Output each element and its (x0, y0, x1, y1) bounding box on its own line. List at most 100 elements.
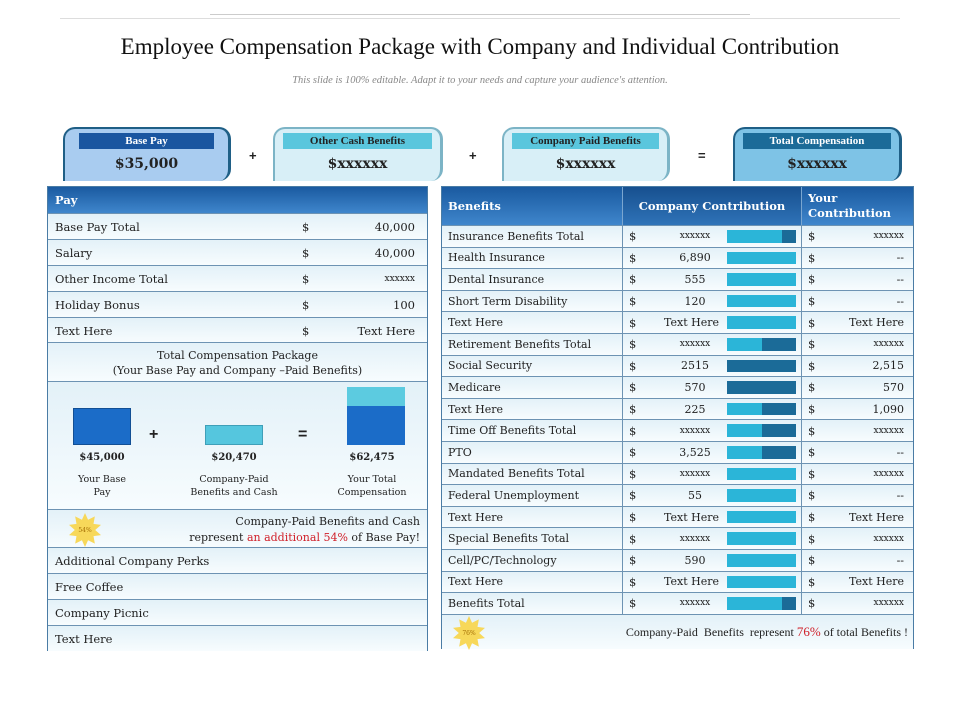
benefits-header: Benefits Company Contribution Your Contr… (442, 187, 913, 225)
benefit-row: Health Insurance $ 6,890 $ -- (442, 246, 913, 269)
company-share-fill (727, 510, 796, 524)
company-share-fill (727, 467, 796, 481)
summary-label: Company Paid Benefits (512, 133, 659, 149)
currency-symbol: $ (622, 571, 801, 593)
your-contribution-value: -- (896, 251, 904, 265)
currency-symbol: $ (302, 271, 310, 286)
currency-symbol: $ (302, 219, 310, 234)
pay-row-value: 100 (393, 297, 415, 312)
your-contribution-value: xxxxxx (873, 533, 904, 544)
currency-symbol: $ (801, 269, 815, 290)
company-contribution-value: Text Here (664, 575, 719, 589)
your-contribution-value: xxxxxx (873, 339, 904, 350)
starburst-badge-icon: 76% (453, 616, 485, 650)
benefit-label: PTO (448, 445, 472, 459)
your-contribution-value: xxxxxx (873, 231, 904, 242)
currency-symbol: $ (801, 312, 815, 333)
pay-row-label: Other Income Total (55, 271, 168, 286)
benefit-row: Federal Unemployment $ 55 $ -- (442, 484, 913, 506)
pay-table: Pay Base Pay Total $ 40,000 Salary $ 40,… (47, 186, 428, 651)
company-contribution-value: 55 (688, 488, 702, 502)
plus-sign: + (249, 148, 257, 163)
benefit-row: Medicare $ 570 $ 570 (442, 376, 913, 398)
total-caption: Your Total Compensation (337, 474, 407, 498)
currency-symbol: $ (801, 442, 815, 463)
pay-row-label: Salary (55, 245, 93, 260)
plus-sign: + (469, 148, 477, 163)
benefit-row: PTO $ 3,525 $ -- (442, 441, 913, 463)
pay-row: Holiday Bonus $ 100 (48, 291, 427, 317)
contribution-bar (727, 532, 796, 545)
company-share-fill (727, 294, 796, 308)
benefit-row: Mandated Benefits Total $ xxxxxx $ xxxxx… (442, 462, 913, 485)
benefit-label: Social Security (448, 359, 533, 373)
currency-symbol: $ (801, 506, 815, 528)
pay-row-value: 40,000 (374, 219, 415, 234)
base-caption: Your Base Pay (78, 474, 126, 498)
summary-label: Total Compensation (743, 133, 891, 149)
currency-symbol: $ (801, 334, 815, 355)
company-share-fill (727, 489, 796, 502)
currency-symbol: $ (302, 297, 310, 312)
contribution-bar (727, 597, 796, 610)
your-contribution-value: -- (896, 553, 904, 567)
company-share-fill (727, 338, 762, 351)
currency-symbol: $ (801, 571, 815, 593)
perk-label: Company Picnic (55, 605, 149, 620)
your-contribution-value: 1,090 (872, 402, 905, 416)
company-contribution-value: xxxxxx (679, 533, 711, 544)
company-share-fill (727, 446, 762, 459)
your-contribution-value: xxxxxx (873, 425, 904, 436)
currency-symbol: $ (622, 506, 801, 528)
benefit-label: Medicare (448, 380, 501, 394)
benefits-note-row: 76% Company-Paid Benefits represent 76% … (442, 614, 913, 650)
pay-header-label: Pay (55, 193, 78, 207)
benefit-label: Dental Insurance (448, 272, 545, 286)
benefit-row: Text Here $ Text Here $ Text Here (442, 311, 913, 333)
currency-symbol: $ (622, 312, 801, 333)
base-amount: $45,000 (79, 452, 125, 463)
your-contribution-value: 570 (883, 380, 904, 394)
currency-symbol: $ (622, 442, 801, 463)
your-contribution-value: 2,515 (872, 359, 905, 373)
total-company-portion (347, 387, 405, 406)
pay-row-label: Holiday Bonus (55, 297, 140, 312)
benefit-label: Retirement Benefits Total (448, 337, 592, 351)
header-company-contribution: Company Contribution (622, 187, 801, 225)
benefit-row: Retirement Benefits Total $ xxxxxx $ xxx… (442, 333, 913, 355)
contribution-bar (727, 510, 796, 524)
currency-symbol: $ (622, 528, 801, 549)
benefit-label: Text Here (448, 575, 503, 589)
company-contribution-value: 570 (684, 380, 706, 394)
your-contribution-value: -- (896, 445, 904, 459)
your-contribution-value: xxxxxx (873, 468, 904, 479)
package-subtitle: (Your Base Pay and Company –Paid Benefit… (112, 364, 363, 377)
your-contribution-value: Text Here (849, 575, 904, 589)
pay-row: Text Here $ Text Here (48, 317, 427, 343)
summary-value: $35,000 (114, 156, 179, 172)
your-contribution-value: -- (896, 488, 904, 502)
currency-symbol: $ (801, 398, 815, 420)
your-contribution-value: -- (896, 272, 904, 286)
company-contribution-value: xxxxxx (679, 425, 711, 436)
pay-row-value: 40,000 (374, 245, 415, 260)
your-contribution-value: Text Here (849, 510, 904, 524)
benefit-row: Text Here $ Text Here $ Text Here (442, 505, 913, 528)
currency-symbol: $ (622, 290, 801, 312)
company-amount: $20,470 (211, 452, 257, 463)
total-amount: $62,475 (349, 452, 395, 463)
contribution-bar (727, 554, 796, 567)
company-paid-block (205, 425, 263, 445)
pay-row: Other Income Total $ xxxxxx (48, 265, 427, 291)
pay-row-value: xxxxxx (384, 273, 415, 284)
benefit-label: Short Term Disability (448, 294, 568, 308)
company-caption: Company-Paid Benefits and Cash (190, 474, 278, 498)
contribution-bar (727, 575, 796, 589)
contribution-bar (727, 338, 796, 351)
currency-symbol: $ (622, 377, 801, 398)
benefits-note: Company-Paid Benefits represent 76% of t… (625, 624, 908, 639)
currency-symbol: $ (622, 269, 801, 290)
currency-symbol: $ (622, 334, 801, 355)
plus-sign: + (149, 426, 159, 443)
benefit-label: Text Here (448, 402, 503, 416)
